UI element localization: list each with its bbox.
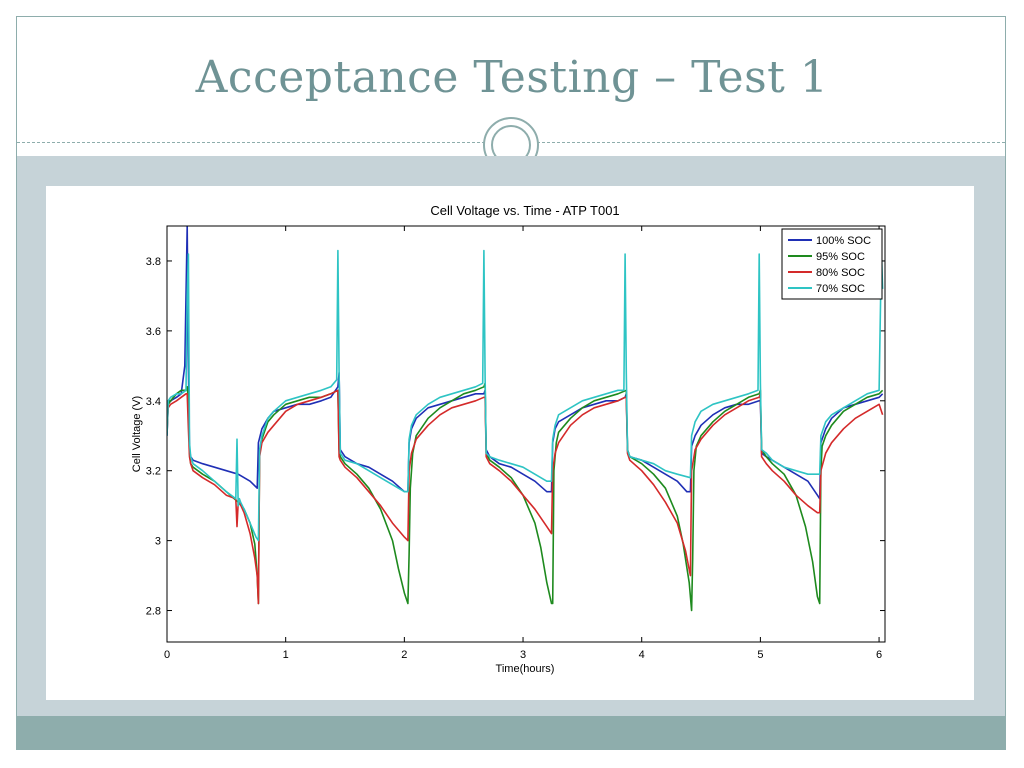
x-tick-label: 6 [876,649,882,661]
x-tick-label: 2 [401,649,407,661]
chart-title: Cell Voltage vs. Time - ATP T001 [430,203,619,218]
x-tick-label: 3 [520,649,526,661]
y-tick-label: 2.8 [146,606,161,618]
y-tick-label: 3.6 [146,326,161,338]
y-tick-label: 3.2 [146,466,161,478]
x-tick-label: 5 [757,649,763,661]
plot-frame [166,225,886,643]
y-tick-label: 3.8 [146,256,161,268]
x-tick-label: 0 [164,649,170,661]
series-line-100-soc [167,226,884,500]
series-line-70-soc [167,249,884,542]
y-tick-label: 3 [155,536,161,548]
legend-label: 100% SOC [816,235,871,247]
legend: 100% SOC 95% SOC 80% SOC 70% SOC [781,228,883,300]
legend-label: 80% SOC [816,267,865,279]
x-tick-label: 4 [639,649,645,661]
x-axis-label: Time(hours) [496,663,555,675]
series-line-80-soc [167,389,884,605]
series-lines [167,226,884,612]
footer-band [17,716,1005,750]
slide-title: Acceptance Testing – Test 1 [195,52,829,103]
legend-label: 95% SOC [816,251,865,263]
y-axis-label: Cell Voltage (V) [131,396,143,472]
chart-figure: Cell Voltage vs. Time - ATP T001 Time(ho… [46,186,974,700]
voltage-chart: Cell Voltage vs. Time - ATP T001 Time(ho… [131,203,886,675]
legend-label: 70% SOC [816,283,865,295]
y-tick-label: 3.4 [146,396,161,408]
x-tick-label: 1 [283,649,289,661]
